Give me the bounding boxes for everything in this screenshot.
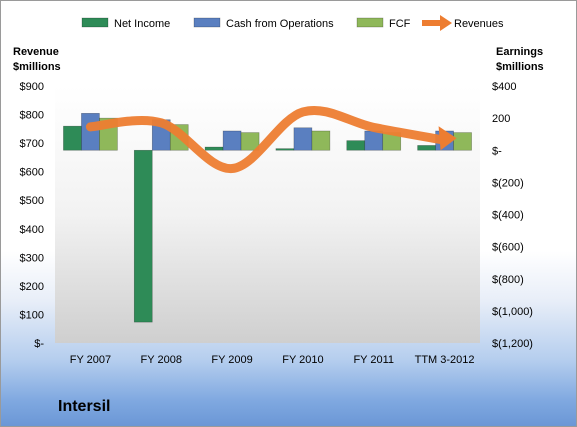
left-tick-label: $400 (20, 224, 44, 236)
left-tick-label: $300 (20, 252, 44, 264)
legend-label: Revenues (454, 18, 504, 30)
left-tick-label: $- (34, 338, 44, 350)
left-tick-label: $800 (20, 110, 44, 122)
right-tick-label: $(200) (492, 177, 524, 189)
right-tick-label: $400 (492, 81, 516, 93)
cash-from-operations-bar (364, 130, 384, 151)
left-tick-label: $200 (20, 281, 44, 293)
left-axis-title: $millions (13, 61, 61, 73)
left-tick-label: $600 (20, 167, 44, 179)
right-axis-title: $millions (496, 61, 544, 73)
legend-swatch (81, 17, 109, 28)
left-tick-label: $900 (20, 81, 44, 93)
category-label: FY 2010 (282, 354, 323, 366)
right-tick-label: $(800) (492, 274, 524, 286)
category-label: FY 2009 (211, 354, 252, 366)
left-tick-label: $100 (20, 309, 44, 321)
right-tick-label: $(1,200) (492, 338, 533, 350)
category-label: FY 2011 (353, 354, 394, 366)
company-name: Intersil (58, 398, 111, 415)
net-income-bar (63, 125, 82, 151)
legend-label: FCF (389, 18, 411, 30)
cash-from-operations-bar (222, 130, 242, 151)
net-income-bar (275, 148, 295, 151)
category-label: FY 2008 (141, 354, 182, 366)
fcf-bar (311, 130, 331, 151)
right-axis-title: Earnings (496, 46, 543, 58)
left-tick-label: $500 (20, 195, 44, 207)
right-tick-label: $- (492, 145, 502, 157)
net-income-bar (133, 149, 153, 323)
right-tick-label: $(600) (492, 242, 524, 254)
legend-swatch (356, 17, 384, 28)
left-tick-label: $700 (20, 138, 44, 150)
category-label: FY 2007 (70, 354, 111, 366)
fcf-bar (240, 132, 260, 151)
legend-label: Cash from Operations (226, 18, 334, 30)
legend-swatch (193, 17, 221, 28)
net-income-bar (204, 146, 224, 151)
cash-from-operations-bar (81, 113, 100, 151)
legend-arrow (440, 15, 452, 31)
net-income-bar (346, 140, 366, 151)
left-axis-title: Revenue (13, 46, 59, 58)
fcf-bar (453, 132, 472, 151)
revenues-arrowhead (438, 126, 457, 151)
right-tick-label: $(400) (492, 210, 524, 222)
net-income-bar (417, 145, 436, 151)
cash-from-operations-bar (293, 127, 313, 151)
right-tick-label: $(1,000) (492, 306, 533, 318)
right-tick-label: 200 (492, 113, 510, 125)
revenues-line (85, 106, 450, 174)
legend-label: Net Income (114, 18, 170, 30)
category-label: TTM 3-2012 (415, 354, 475, 366)
plot-area (55, 86, 480, 343)
